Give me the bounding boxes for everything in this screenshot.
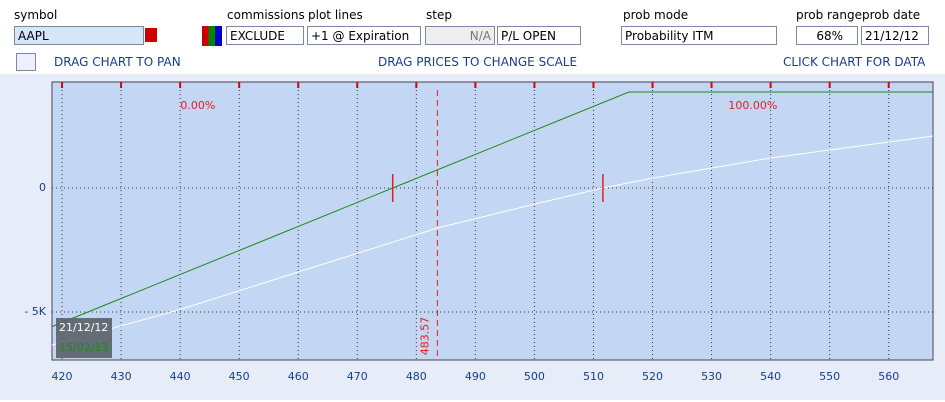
pl-mode-select[interactable]: P/L OPEN — [497, 26, 581, 45]
x-tick-label: 460 — [288, 370, 309, 383]
plot-lines-select[interactable]: +1 @ Expiration — [307, 26, 421, 45]
x-tick-label: 540 — [760, 370, 781, 383]
label: prob date — [862, 8, 921, 22]
label: commissions — [227, 8, 305, 22]
color-button[interactable] — [145, 28, 157, 42]
legend-box — [56, 318, 112, 358]
label: prob range — [796, 8, 862, 22]
series-line — [51, 91, 933, 328]
x-tick-label: 510 — [583, 370, 604, 383]
x-tick-label: 520 — [642, 370, 663, 383]
prob-date-input[interactable]: 21/12/12 — [861, 26, 929, 45]
chart-panel — [0, 74, 945, 400]
label: step — [426, 8, 452, 22]
legend-label: 15/02/13 — [59, 341, 108, 354]
hint: CLICK CHART FOR DATA — [783, 55, 926, 69]
hint: DRAG PRICES TO CHANGE SCALE — [378, 55, 578, 69]
x-tick-label: 560 — [878, 370, 899, 383]
label: plot lines — [308, 8, 363, 22]
chart-icon[interactable] — [16, 53, 36, 71]
prob-label: 0.00% — [180, 99, 215, 112]
x-tick-label: 470 — [347, 370, 368, 383]
prob-mode-select[interactable]: Probability ITM — [621, 26, 777, 45]
x-tick-label: 430 — [111, 370, 132, 383]
x-tick-label: 420 — [52, 370, 73, 383]
x-tick-label: 440 — [170, 370, 191, 383]
prob-label: 100.00% — [728, 99, 777, 112]
symbol-select[interactable]: AAPL — [14, 26, 144, 45]
prob-range-input[interactable]: 68% — [796, 26, 858, 45]
x-tick-label: 480 — [406, 370, 427, 383]
hint: DRAG CHART TO PAN — [54, 55, 181, 69]
x-tick-label: 550 — [819, 370, 840, 383]
label: prob mode — [623, 8, 689, 22]
x-tick-label: 490 — [465, 370, 486, 383]
price-label: 483.57 — [418, 317, 431, 356]
plot-area — [51, 81, 934, 361]
series-line — [51, 135, 934, 346]
step-input[interactable]: N/A — [425, 26, 495, 45]
legend-label: 21/12/12 — [59, 321, 108, 334]
label: symbol — [14, 8, 58, 22]
x-tick-label: 530 — [701, 370, 722, 383]
x-tick-label: 500 — [524, 370, 545, 383]
commissions-select[interactable]: EXCLUDE — [226, 26, 304, 45]
y-tick-label: 0 — [39, 181, 46, 194]
y-tick-label: - 5K — [24, 305, 46, 318]
x-tick-label: 450 — [229, 370, 250, 383]
color-grid[interactable] — [202, 26, 222, 46]
